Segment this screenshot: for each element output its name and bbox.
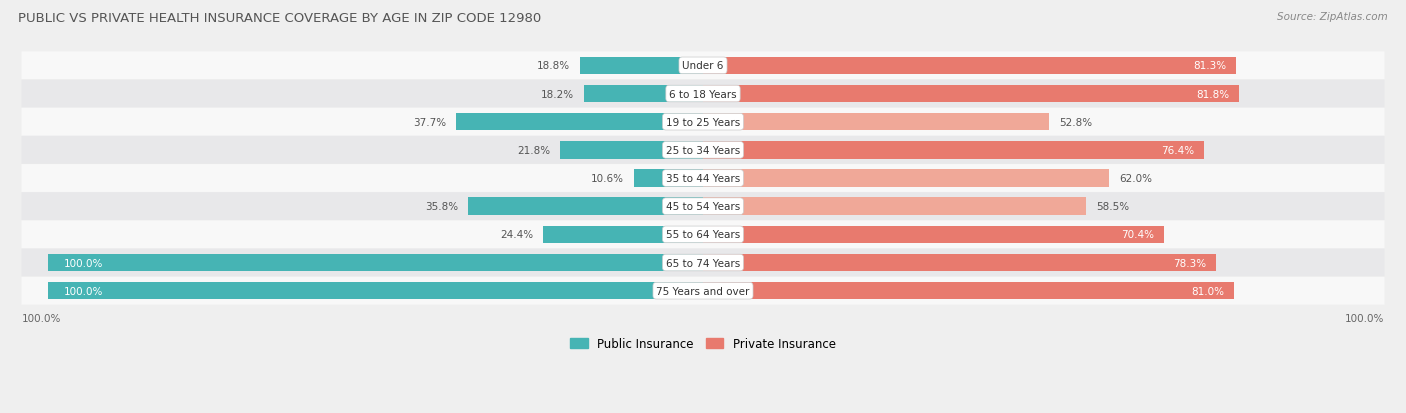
Bar <box>579 57 703 75</box>
Text: 75 Years and over: 75 Years and over <box>657 286 749 296</box>
Text: 78.3%: 78.3% <box>1173 258 1206 268</box>
Text: 70.4%: 70.4% <box>1122 230 1154 240</box>
Text: 6 to 18 Years: 6 to 18 Years <box>669 89 737 99</box>
Bar <box>456 114 703 131</box>
Text: 18.2%: 18.2% <box>541 89 574 99</box>
FancyBboxPatch shape <box>21 165 1385 192</box>
Bar <box>703 142 1204 159</box>
Text: 65 to 74 Years: 65 to 74 Years <box>666 258 740 268</box>
Legend: Public Insurance, Private Insurance: Public Insurance, Private Insurance <box>565 332 841 355</box>
Bar <box>634 170 703 188</box>
FancyBboxPatch shape <box>21 249 1385 277</box>
Bar <box>703 57 1236 75</box>
FancyBboxPatch shape <box>21 52 1385 80</box>
FancyBboxPatch shape <box>21 81 1385 108</box>
Text: 37.7%: 37.7% <box>413 117 446 127</box>
Text: 81.8%: 81.8% <box>1197 89 1229 99</box>
Text: 58.5%: 58.5% <box>1097 202 1129 212</box>
Text: 100.0%: 100.0% <box>21 313 60 323</box>
Text: Source: ZipAtlas.com: Source: ZipAtlas.com <box>1277 12 1388 22</box>
Bar <box>543 226 703 244</box>
Bar <box>468 198 703 216</box>
Text: 18.8%: 18.8% <box>537 61 569 71</box>
Bar <box>703 254 1216 272</box>
Text: 19 to 25 Years: 19 to 25 Years <box>666 117 740 127</box>
Text: 35 to 44 Years: 35 to 44 Years <box>666 173 740 184</box>
Bar <box>48 282 703 300</box>
Text: 81.3%: 81.3% <box>1192 61 1226 71</box>
Text: 81.0%: 81.0% <box>1191 286 1223 296</box>
Text: 100.0%: 100.0% <box>65 286 104 296</box>
Text: 10.6%: 10.6% <box>591 173 624 184</box>
FancyBboxPatch shape <box>21 193 1385 221</box>
Text: 55 to 64 Years: 55 to 64 Years <box>666 230 740 240</box>
Text: 100.0%: 100.0% <box>65 258 104 268</box>
Text: PUBLIC VS PRIVATE HEALTH INSURANCE COVERAGE BY AGE IN ZIP CODE 12980: PUBLIC VS PRIVATE HEALTH INSURANCE COVER… <box>18 12 541 25</box>
FancyBboxPatch shape <box>21 137 1385 164</box>
Text: 45 to 54 Years: 45 to 54 Years <box>666 202 740 212</box>
Bar <box>703 85 1239 103</box>
FancyBboxPatch shape <box>21 109 1385 136</box>
Text: 62.0%: 62.0% <box>1119 173 1152 184</box>
Text: 25 to 34 Years: 25 to 34 Years <box>666 145 740 155</box>
Bar <box>583 85 703 103</box>
Bar <box>703 114 1049 131</box>
FancyBboxPatch shape <box>21 221 1385 249</box>
Text: 76.4%: 76.4% <box>1160 145 1194 155</box>
Bar <box>703 226 1164 244</box>
Text: 100.0%: 100.0% <box>1346 313 1385 323</box>
Bar <box>703 282 1233 300</box>
Text: 21.8%: 21.8% <box>517 145 550 155</box>
Bar <box>560 142 703 159</box>
Bar <box>703 198 1087 216</box>
Text: Under 6: Under 6 <box>682 61 724 71</box>
Text: 35.8%: 35.8% <box>426 202 458 212</box>
FancyBboxPatch shape <box>21 277 1385 305</box>
Text: 24.4%: 24.4% <box>501 230 533 240</box>
Text: 52.8%: 52.8% <box>1059 117 1092 127</box>
Bar <box>48 254 703 272</box>
Bar <box>703 170 1109 188</box>
